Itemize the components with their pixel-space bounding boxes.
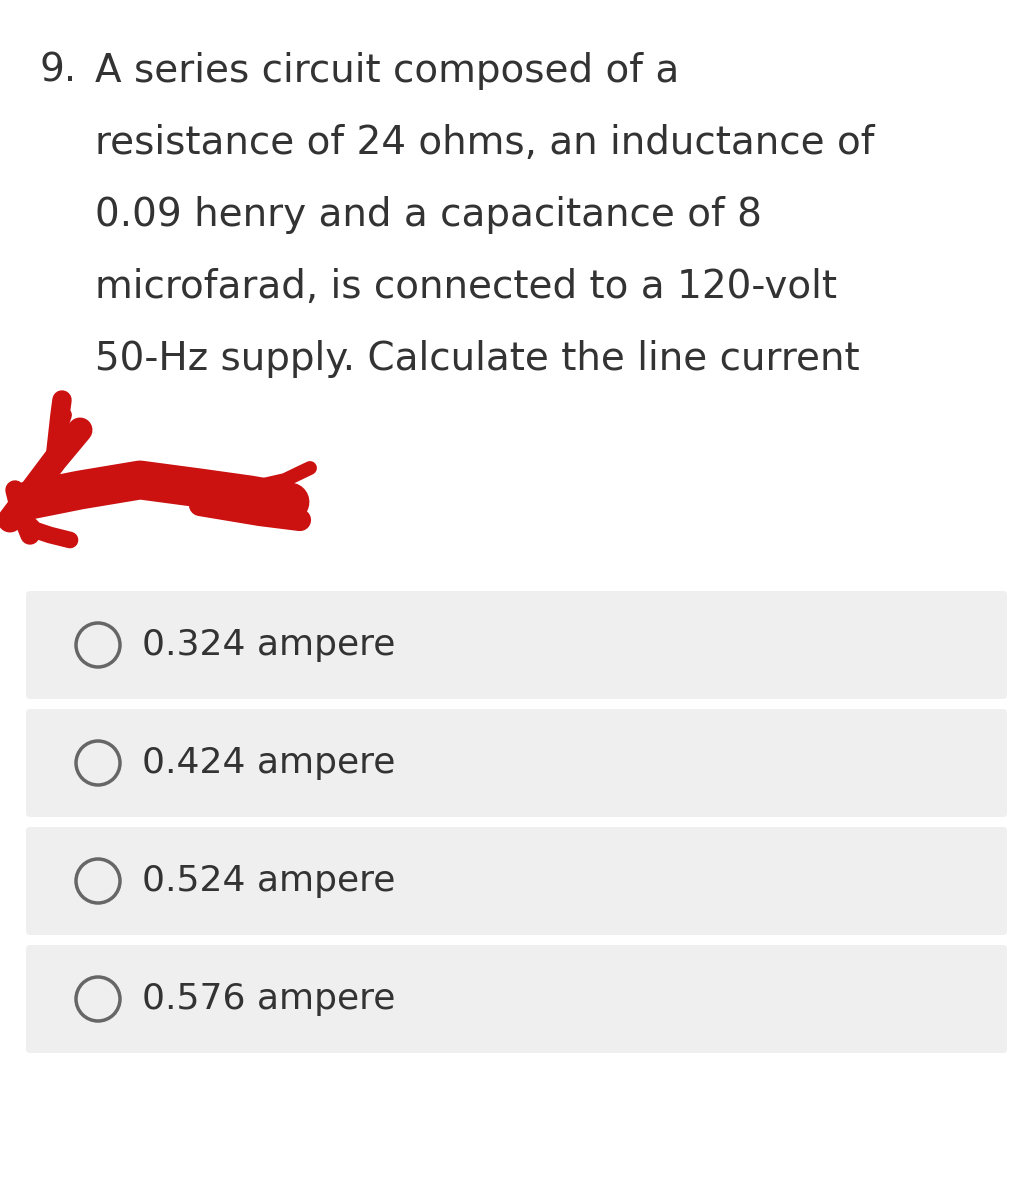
Text: 0.09 henry and a capacitance of 8: 0.09 henry and a capacitance of 8 [95,196,762,234]
Text: 9.: 9. [40,52,77,90]
Text: 0.576 ampere: 0.576 ampere [142,982,396,1016]
Text: 0.324 ampere: 0.324 ampere [142,628,396,662]
Text: A series circuit composed of a: A series circuit composed of a [95,52,680,90]
Text: 0.424 ampere: 0.424 ampere [142,746,396,780]
FancyBboxPatch shape [26,827,1007,935]
FancyBboxPatch shape [26,709,1007,817]
Text: 50-Hz supply. Calculate the line current: 50-Hz supply. Calculate the line current [95,340,859,378]
Text: 0.524 ampere: 0.524 ampere [142,864,396,898]
FancyBboxPatch shape [26,590,1007,698]
Text: microfarad, is connected to a 120-volt: microfarad, is connected to a 120-volt [95,268,837,306]
Text: resistance of 24 ohms, an inductance of: resistance of 24 ohms, an inductance of [95,124,875,162]
FancyBboxPatch shape [26,946,1007,1054]
